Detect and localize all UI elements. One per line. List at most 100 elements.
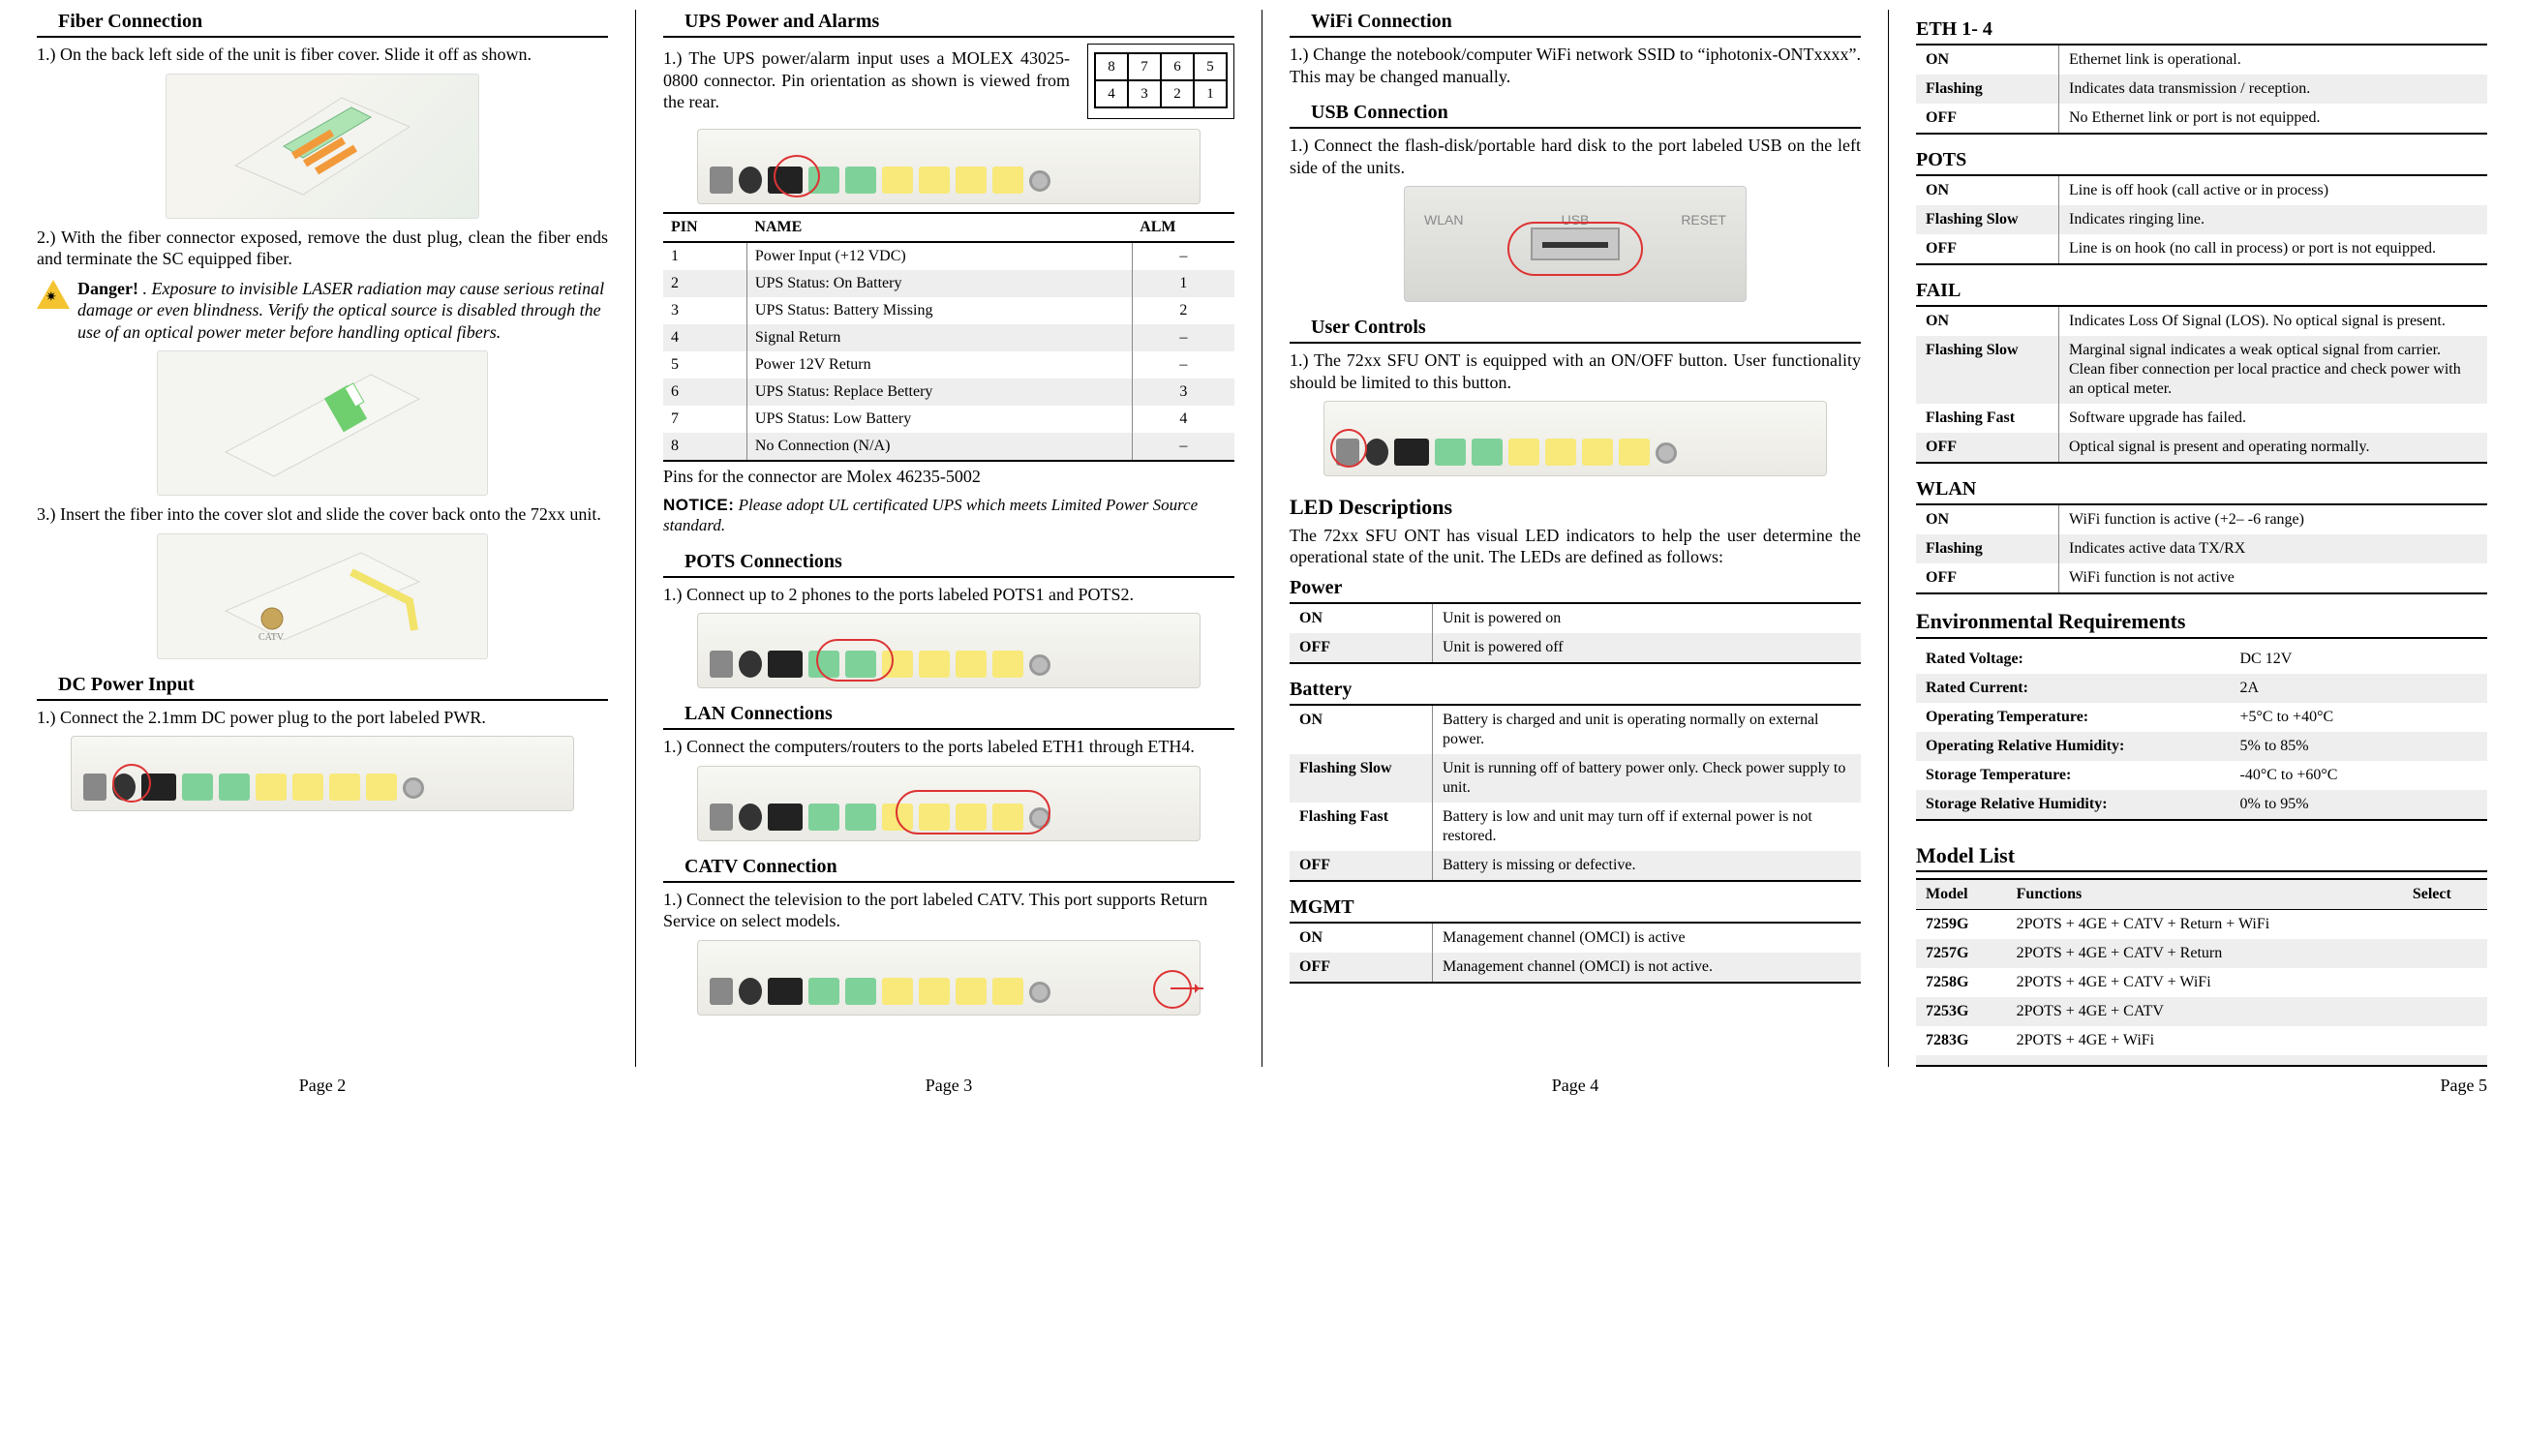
rule	[663, 576, 1234, 578]
status-description: Software upgrade has failed.	[2059, 404, 2488, 433]
status-description: Line is on hook (no call in process) or …	[2059, 234, 2488, 263]
catv-port-icon	[1029, 170, 1050, 192]
fiber-step-1: 1.) On the back left side of the unit is…	[37, 44, 608, 66]
page-4: WiFi Connection 1.) Change the notebook/…	[1262, 10, 1888, 1067]
table-row: Flashing SlowIndicates ringing line.	[1916, 205, 2487, 234]
model-cell	[2403, 1055, 2487, 1066]
led-status-title: MGMT	[1290, 895, 1861, 920]
env-key: Storage Temperature:	[1916, 761, 2231, 790]
led-status-title: POTS	[1916, 148, 2487, 172]
ups-table-row: 4Signal Return–	[663, 324, 1234, 351]
ups-table-cell: 2	[1132, 297, 1234, 324]
ups-table-row: 3UPS Status: Battery Missing2	[663, 297, 1234, 324]
model-cell	[2403, 997, 2487, 1026]
dc-step-1: 1.) Connect the 2.1mm DC power plug to t…	[37, 707, 608, 729]
status-state: OFF	[1290, 851, 1433, 880]
pin-orientation-diagram: 87654321	[1087, 44, 1234, 119]
led-status-table: ONLine is off hook (call active or in pr…	[1916, 176, 2487, 263]
model-row: 7283G2POTS + 4GE + WiFi	[1916, 1026, 2487, 1055]
ups-table-cell: 7	[663, 406, 746, 433]
model-row: 7258G2POTS + 4GE + CATV + WiFi	[1916, 968, 2487, 997]
model-list-heading: Model List	[1916, 842, 2487, 869]
env-key: Operating Temperature:	[1916, 703, 2231, 732]
usb-port-label: USB	[1562, 212, 1590, 229]
table-row: FlashingIndicates data transmission / re…	[1916, 75, 2487, 104]
rule	[663, 881, 1234, 883]
sc-connector-icon	[216, 365, 429, 481]
pwr-port-icon	[112, 774, 136, 801]
led-status-block: WLANONWiFi function is active (+2– -6 ra…	[1916, 477, 2487, 594]
pin-cell: 6	[1161, 53, 1194, 80]
rule	[1290, 127, 1861, 129]
ups-table-header: ALM	[1132, 213, 1234, 242]
status-description: Ethernet link is operational.	[2059, 46, 2488, 75]
ups-table-cell: 6	[663, 379, 746, 406]
ups-table-cell: –	[1132, 433, 1234, 461]
env-row: Rated Current:2A	[1916, 674, 2487, 703]
env-value: -40°C to +60°C	[2231, 761, 2488, 790]
model-row: 7257G2POTS + 4GE + CATV + Return	[1916, 939, 2487, 968]
status-description: Optical signal is present and operating …	[2059, 433, 2488, 462]
rear-panel-photo-pots	[697, 613, 1200, 688]
model-row	[1916, 1055, 2487, 1066]
status-description: Management channel (OMCI) is active	[1433, 924, 1862, 953]
model-cell: 2POTS + 4GE + CATV + Return	[2007, 939, 2403, 968]
status-state: Flashing Slow	[1916, 336, 2059, 404]
led-intro: The 72xx SFU ONT has visual LED indicato…	[1290, 525, 1861, 568]
notice-label: NOTICE:	[663, 496, 734, 514]
model-cell: 7258G	[1916, 968, 2007, 997]
table-row: OFFLine is on hook (no call in process) …	[1916, 234, 2487, 263]
fiber-cover-icon	[226, 88, 419, 204]
led-status-block: PowerONUnit is powered onOFFUnit is powe…	[1290, 576, 1861, 664]
catv-arrow-icon	[1171, 987, 1203, 989]
pots2-port-icon	[845, 167, 876, 194]
fiber-connection-heading: Fiber Connection	[58, 10, 608, 34]
led-status-block: POTS ONLine is off hook (call active or i…	[1916, 148, 2487, 265]
ups-table-cell: 5	[663, 351, 746, 379]
ups-table-cell: –	[1132, 324, 1234, 351]
led-status-block: FAILONIndicates Loss Of Signal (LOS). No…	[1916, 279, 2487, 464]
wifi-step-1: 1.) Change the notebook/computer WiFi ne…	[1290, 44, 1861, 87]
eth1-port-icon	[882, 167, 913, 194]
ups-table-row: 5Power 12V Return–	[663, 351, 1234, 379]
pin-cell: 5	[1194, 53, 1227, 80]
status-description: Indicates data transmission / reception.	[2059, 75, 2488, 104]
wifi-heading: WiFi Connection	[1311, 10, 1861, 34]
table-row: ONUnit is powered on	[1290, 604, 1861, 633]
rear-panel-photo-ups	[697, 129, 1200, 204]
model-cell: 2POTS + 4GE + CATV	[2007, 997, 2403, 1026]
env-key: Storage Relative Humidity:	[1916, 790, 2231, 819]
ups-table-cell: UPS Status: On Battery	[746, 270, 1132, 297]
env-key: Operating Relative Humidity:	[1916, 732, 2231, 761]
status-description: Battery is missing or defective.	[1433, 851, 1862, 880]
page-number: Page 2	[299, 1075, 347, 1097]
status-description: Management channel (OMCI) is not active.	[1433, 953, 1862, 982]
ups-table-cell: No Connection (N/A)	[746, 433, 1132, 461]
status-description: Unit is powered on	[1433, 604, 1862, 633]
status-state: OFF	[1916, 563, 2059, 592]
status-state: OFF	[1916, 433, 2059, 462]
led-status-title: WLAN	[1916, 477, 2487, 501]
ups-table-cell: –	[1132, 351, 1234, 379]
status-state: ON	[1916, 505, 2059, 534]
rear-panel-photo-onoff	[1323, 401, 1826, 476]
reset-port-label: RESET	[1681, 212, 1726, 229]
dc-power-heading: DC Power Input	[58, 673, 608, 697]
pwr-port-icon	[739, 167, 762, 194]
eth2-port-icon	[292, 774, 323, 801]
model-row: 7253G2POTS + 4GE + CATV	[1916, 997, 2487, 1026]
rule	[1916, 870, 2487, 872]
env-row: Rated Voltage:DC 12V	[1916, 645, 2487, 674]
fiber-step-2: 2.) With the fiber connector exposed, re…	[37, 227, 608, 270]
model-table-header: Select	[2403, 879, 2487, 910]
led-status-block: ETH 1- 4ONEthernet link is operational.F…	[1916, 17, 2487, 135]
lan-heading: LAN Connections	[684, 702, 1234, 726]
env-value: 0% to 95%	[2231, 790, 2488, 819]
model-cell	[2403, 910, 2487, 940]
ups-table-row: 1Power Input (+12 VDC)–	[663, 242, 1234, 270]
env-row: Storage Relative Humidity:0% to 95%	[1916, 790, 2487, 819]
table-row: ONEthernet link is operational.	[1916, 46, 2487, 75]
ups-pin-table: PINNAMEALM1Power Input (+12 VDC)–2UPS St…	[663, 212, 1234, 462]
fiber-reassembly-icon: CATV	[216, 543, 429, 650]
status-state: Flashing	[1916, 75, 2059, 104]
